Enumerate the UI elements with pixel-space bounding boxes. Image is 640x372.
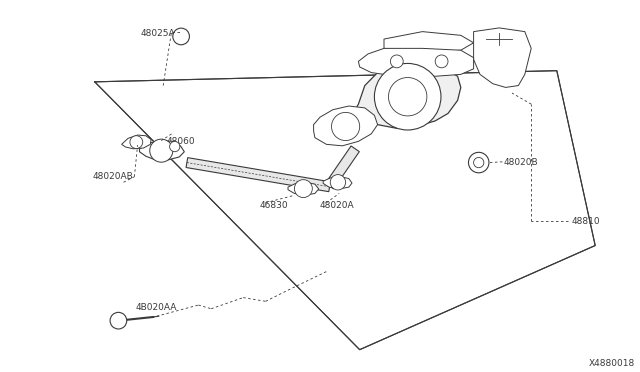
- Polygon shape: [186, 158, 330, 192]
- Circle shape: [110, 312, 127, 329]
- Text: 48060: 48060: [166, 137, 195, 146]
- Circle shape: [330, 174, 346, 190]
- Polygon shape: [122, 135, 151, 149]
- Circle shape: [294, 180, 312, 198]
- Polygon shape: [95, 71, 595, 350]
- Circle shape: [130, 136, 143, 148]
- Polygon shape: [288, 182, 319, 195]
- Text: 4B020AA: 4B020AA: [136, 303, 177, 312]
- Text: 48020AB: 48020AB: [93, 172, 134, 181]
- Polygon shape: [384, 32, 474, 52]
- Polygon shape: [323, 177, 352, 189]
- Text: 46830: 46830: [259, 201, 288, 210]
- Polygon shape: [314, 106, 378, 146]
- Circle shape: [332, 112, 360, 141]
- Circle shape: [374, 64, 441, 130]
- Text: 48810: 48810: [572, 217, 600, 226]
- Circle shape: [435, 55, 448, 68]
- Polygon shape: [474, 28, 531, 87]
- Polygon shape: [140, 141, 184, 160]
- Polygon shape: [355, 65, 461, 128]
- Polygon shape: [326, 146, 359, 189]
- Text: 48025A: 48025A: [141, 29, 175, 38]
- Circle shape: [173, 28, 189, 45]
- Text: 48020A: 48020A: [320, 201, 355, 210]
- Polygon shape: [358, 48, 474, 76]
- Circle shape: [390, 55, 403, 68]
- Circle shape: [150, 139, 173, 162]
- Circle shape: [474, 157, 484, 168]
- Text: 48020B: 48020B: [504, 158, 538, 167]
- Text: X4880018: X4880018: [589, 359, 635, 368]
- Circle shape: [388, 77, 427, 116]
- Circle shape: [170, 141, 180, 152]
- Circle shape: [468, 152, 489, 173]
